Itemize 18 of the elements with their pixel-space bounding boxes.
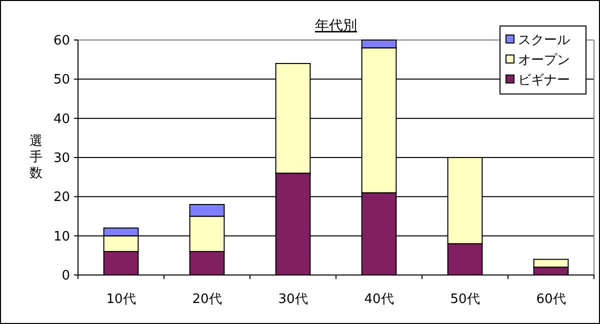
y-tick-label: 50 xyxy=(53,72,70,88)
y-tick-label: 30 xyxy=(53,151,70,166)
x-tick-label: 40代 xyxy=(364,292,394,307)
legend-label: スクール xyxy=(518,33,570,48)
y-tick-label: 60 xyxy=(53,34,70,48)
y-axis-title: 選手数 xyxy=(30,134,42,181)
x-tick-label: 20代 xyxy=(192,292,222,307)
legend-label: ビギナー xyxy=(518,73,570,88)
x-tick-label: 30代 xyxy=(278,292,308,307)
y-tick-label: 10 xyxy=(53,229,70,244)
legend-label: オープン xyxy=(518,53,570,68)
y-tick-label: 0 xyxy=(62,268,70,284)
y-tick-label: 20 xyxy=(53,190,70,206)
y-tick-label: 40 xyxy=(53,112,70,127)
x-tick-label: 50代 xyxy=(450,292,480,307)
x-tick-label: 10代 xyxy=(106,292,136,307)
x-tick-label: 60代 xyxy=(536,292,566,307)
chart-title: 年代別 xyxy=(315,18,357,34)
